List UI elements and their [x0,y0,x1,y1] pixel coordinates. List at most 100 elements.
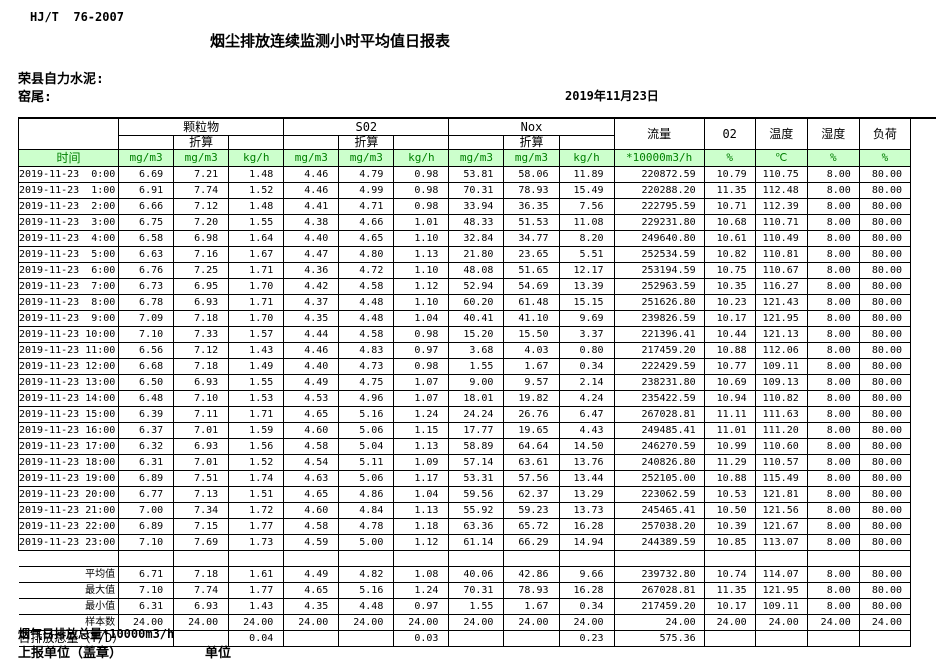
value-cell: 4.65 [283,582,340,599]
value-cell: 6.91 [118,182,175,199]
value-cell: 7.12 [173,198,230,215]
value-cell: 217459.20 [613,598,705,615]
value-cell: 1.43 [228,342,285,359]
value-cell: 114.07 [754,566,808,583]
value-cell: 121.95 [754,582,808,599]
value-cell: 6.50 [118,374,175,391]
col-o2: 02 [703,119,756,150]
time-cell: 2019-11-23 18:00 [17,454,120,471]
value-cell: 7.20 [173,214,230,231]
value-cell: 18.01 [448,390,505,407]
value-cell: 229231.80 [613,214,705,231]
value-cell: 7.33 [173,326,230,343]
value-cell: 1.67 [228,246,285,263]
value-cell: 0.97 [393,342,450,359]
value-cell: 80.00 [858,198,912,215]
value-cell: 64.64 [503,438,560,455]
value-cell: 48.08 [448,262,505,279]
value-cell: 4.60 [283,422,340,439]
spacer-cell [448,550,505,567]
value-cell: 4.60 [283,502,340,519]
table-row: 2019-11-23 20:00 6.77 7.13 1.51 4.65 4.86 1.04… [17,486,912,503]
unit-cell: mg/m3 [503,149,560,167]
value-cell: 6.32 [118,438,175,455]
value-cell: 0.98 [393,326,450,343]
unit-cell: mg/m3 [118,149,175,167]
value-cell: 10.88 [703,342,756,359]
value-cell: 9.57 [503,374,560,391]
value-cell: 1.67 [503,358,560,375]
value-cell: 7.11 [173,406,230,423]
time-cell: 2019-11-23 3:00 [17,214,120,231]
value-cell: 240826.80 [613,454,705,471]
value-cell: 1.71 [228,406,285,423]
value-cell: 53.81 [448,166,505,183]
value-cell: 63.36 [448,518,505,535]
value-cell: 10.75 [703,262,756,279]
value-cell: 24.00 [283,614,340,631]
col-humidity: 湿度 [806,119,860,150]
value-cell: 1.13 [393,438,450,455]
value-cell: 8.00 [806,198,860,215]
value-cell: 16.28 [558,518,615,535]
value-cell: 80.00 [858,470,912,487]
value-cell: 19.82 [503,390,560,407]
value-cell: 0.03 [393,630,450,647]
spacer-cell [118,550,175,567]
table-row: 2019-11-23 8:00 6.78 6.93 1.71 4.37 4.48 1.10 6… [17,294,912,311]
value-cell: 1.24 [393,406,450,423]
table-row: 2019-11-23 17:00 6.32 6.93 1.56 4.58 5.04 1.13… [17,438,912,455]
value-cell: 70.31 [448,582,505,599]
value-cell: 36.35 [503,198,560,215]
value-cell: 6.63 [118,246,175,263]
value-cell: 239732.80 [613,566,705,583]
unit-cell: mg/m3 [283,149,340,167]
converted-label: 折算 [173,135,230,150]
value-cell: 7.34 [173,502,230,519]
value-cell: 80.00 [858,342,912,359]
unit-cell: kg/h [393,149,450,167]
value-cell: 1.08 [393,566,450,583]
value-cell [858,630,912,647]
value-cell: 80.00 [858,214,912,231]
value-cell: 15.50 [503,326,560,343]
value-cell: 1.04 [393,486,450,503]
spacer-cell [558,550,615,567]
value-cell: 11.01 [703,422,756,439]
value-cell: 0.98 [393,198,450,215]
value-cell: 6.31 [118,598,175,615]
unit-line: 单位 [205,646,232,659]
value-cell: 109.11 [754,598,808,615]
table-row: 2019-11-23 18:00 6.31 7.01 1.52 4.54 5.11 1.09… [17,454,912,471]
conv-spacer-cell [283,135,340,150]
value-cell: 8.00 [806,454,860,471]
value-cell: 0.80 [558,342,615,359]
standard-code: HJ/T 76-2007 [30,10,124,24]
value-cell: 4.48 [338,598,395,615]
time-cell: 2019-11-23 16:00 [17,422,120,439]
value-cell: 110.49 [754,230,808,247]
value-cell: 112.39 [754,198,808,215]
value-cell: 249640.80 [613,230,705,247]
value-cell: 110.67 [754,262,808,279]
value-cell: 4.72 [338,262,395,279]
value-cell: 4.84 [338,502,395,519]
value-cell: 1.10 [393,262,450,279]
value-cell [703,630,756,647]
value-cell: 6.56 [118,342,175,359]
value-cell: 5.06 [338,422,395,439]
value-cell: 4.65 [283,406,340,423]
value-cell: 24.00 [393,614,450,631]
value-cell: 7.74 [173,582,230,599]
value-cell: 6.76 [118,262,175,279]
value-cell: 8.00 [806,310,860,327]
value-cell: 4.36 [283,262,340,279]
value-cell: 34.77 [503,230,560,247]
value-cell: 48.33 [448,214,505,231]
value-cell: 0.04 [228,630,285,647]
value-cell: 65.72 [503,518,560,535]
spacer-cell [858,550,912,567]
value-cell: 13.44 [558,470,615,487]
value-cell: 8.00 [806,518,860,535]
value-cell: 60.20 [448,294,505,311]
